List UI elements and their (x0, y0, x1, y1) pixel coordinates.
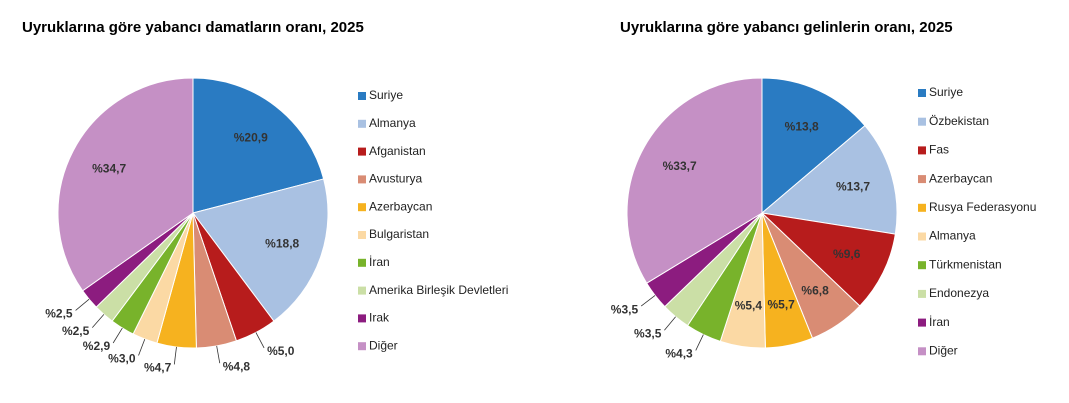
leader-line (255, 332, 265, 349)
value-label: %3,5 (634, 326, 662, 340)
legend-swatch (358, 119, 366, 128)
legend-swatch (358, 92, 366, 100)
legend-label: Fas (929, 143, 949, 157)
legend-label: Özbekistan (929, 114, 989, 128)
legend-swatch (918, 117, 926, 126)
legend-label: Azerbaycan (929, 171, 992, 185)
legend-swatch (918, 146, 926, 155)
chart-title: Uyruklarına göre yabancı damatların oran… (22, 19, 364, 36)
pie-slice (192, 178, 329, 322)
legend-swatch (918, 261, 926, 270)
value-label: %3,5 (611, 302, 639, 316)
pie-slice (192, 77, 325, 214)
legend-swatch (358, 258, 366, 267)
value-label: %18,8 (265, 236, 299, 250)
legend-label: İran (369, 255, 390, 269)
pie-slice (760, 124, 898, 235)
legend-label: Türkmenistan (929, 257, 1002, 271)
value-label: %13,7 (836, 180, 870, 194)
leader-line (695, 334, 704, 351)
value-label: %4,7 (144, 361, 172, 375)
legend-swatch (358, 342, 366, 351)
legend-label: Amerika Birleşik Devletleri (369, 283, 508, 297)
legend-label: Diğer (929, 343, 958, 357)
value-label: %2,5 (62, 324, 90, 338)
legend-swatch (918, 175, 926, 184)
leader-line (138, 338, 146, 356)
legend-swatch (358, 203, 366, 212)
leader-line (664, 316, 676, 331)
leader-line (92, 314, 105, 328)
value-label: %3,0 (108, 352, 136, 366)
value-label: %34,7 (92, 162, 126, 176)
leader-line (640, 295, 656, 307)
leader-line (216, 345, 221, 364)
value-label: %20,9 (234, 130, 268, 144)
legend-swatch (918, 318, 926, 327)
value-label: %5,7 (767, 298, 795, 312)
leader-line (173, 346, 177, 365)
pie-slice (57, 77, 194, 292)
legend-swatch (358, 314, 366, 323)
legend-label: Afganistan (369, 144, 426, 158)
chart-title: Uyruklarına göre yabancı gelinlerin oran… (620, 19, 953, 36)
legend-swatch (918, 203, 926, 212)
legend-label: Suriye (929, 85, 963, 99)
value-label: %5,4 (735, 299, 763, 313)
legend-label: Diğer (369, 338, 398, 352)
legend-label: Endonezya (929, 286, 989, 300)
legend-swatch (918, 232, 926, 241)
legend-label: Almanya (369, 116, 416, 130)
legend-label: Bulgaristan (369, 227, 429, 241)
legend-swatch (918, 289, 926, 298)
leader-line (112, 327, 123, 344)
legend-label: Almanya (929, 229, 976, 243)
leader-line (75, 298, 90, 311)
legend-label: Avusturya (369, 172, 422, 186)
value-label: %9,6 (833, 247, 861, 261)
legend-swatch (918, 347, 926, 356)
value-label: %4,8 (223, 359, 251, 373)
pie-slice (760, 212, 896, 307)
value-label: %2,9 (83, 339, 111, 353)
legend-label: Irak (369, 311, 390, 325)
legend-swatch (358, 175, 366, 184)
value-label: %13,8 (785, 119, 819, 133)
legend-label: İran (929, 315, 950, 329)
value-label: %33,7 (663, 159, 697, 173)
pie-slice (626, 77, 763, 284)
legend-label: Suriye (369, 88, 403, 102)
value-label: %5,0 (267, 344, 295, 358)
legend-swatch (358, 147, 366, 156)
legend-swatch (358, 231, 366, 239)
value-label: %4,3 (665, 347, 693, 361)
legend-label: Azerbaycan (369, 199, 432, 213)
value-label: %6,8 (801, 283, 829, 297)
legend-swatch (918, 89, 926, 97)
legend-label: Rusya Federasyonu (929, 200, 1036, 214)
legend-swatch (358, 286, 366, 295)
value-label: %2,5 (45, 307, 73, 321)
pie-slice (761, 77, 866, 215)
